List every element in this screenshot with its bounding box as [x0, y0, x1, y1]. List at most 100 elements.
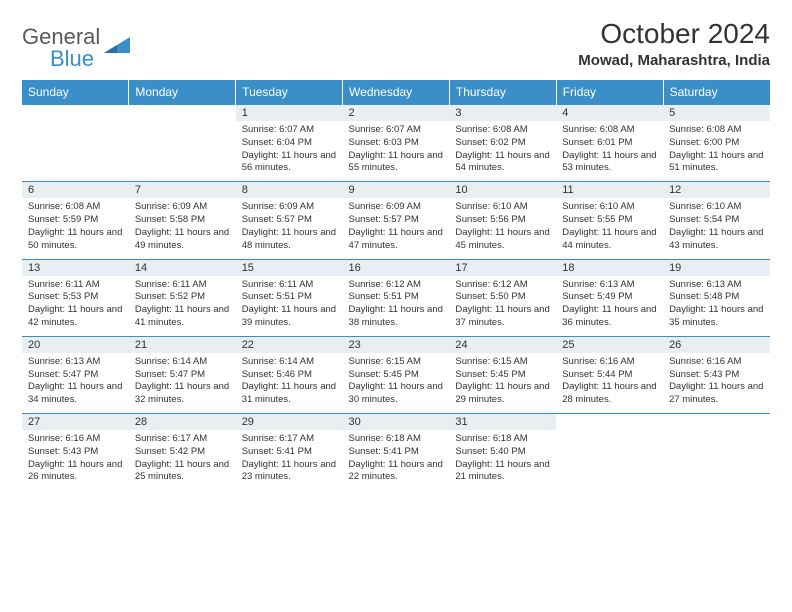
daylight-line: Daylight: 11 hours and 23 minutes. [242, 459, 336, 483]
sunset-line: Sunset: 5:52 PM [135, 291, 205, 302]
day-number: 1 [236, 105, 343, 121]
sunset-line: Sunset: 5:47 PM [135, 369, 205, 380]
weekday-header: Friday [556, 80, 663, 105]
day-number: 7 [129, 182, 236, 198]
calendar-day-cell: 24Sunrise: 6:15 AMSunset: 5:45 PMDayligh… [449, 336, 556, 413]
sunset-line: Sunset: 5:50 PM [455, 291, 525, 302]
day-body: Sunrise: 6:07 AM Sunset: 6:03 PM Daylight:… [343, 121, 450, 181]
day-body: Sunrise: 6:09 AMSunset: 5:57 PMDaylight:… [343, 198, 450, 258]
sunrise-line: Sunrise: 6:16 AM [669, 356, 741, 367]
day-body: Sunrise: 6:13 AMSunset: 5:49 PMDaylight:… [556, 276, 663, 336]
sunset-line: Sunset: 6:04 PM [242, 137, 312, 148]
day-number: 29 [236, 414, 343, 430]
daylight-line: Daylight: 11 hours and 49 minutes. [135, 227, 229, 251]
day-body: Sunrise: 6:08 AMSunset: 6:00 PMDaylight:… [663, 121, 770, 181]
daylight-line: Daylight: 11 hours and 48 minutes. [242, 227, 336, 251]
sunrise-line: Sunrise: 6:09 AM [135, 201, 207, 212]
calendar-day-cell: 27Sunrise: 6:16 AMSunset: 5:43 PMDayligh… [22, 414, 129, 491]
day-body: Sunrise: 6:14 AMSunset: 5:46 PMDaylight:… [236, 353, 343, 413]
daylight-line: Daylight: 11 hours and 41 minutes. [135, 304, 229, 328]
day-number: 25 [556, 337, 663, 353]
sunset-line: Sunset: 5:47 PM [28, 369, 98, 380]
calendar-day-cell: 31Sunrise: 6:18 AMSunset: 5:40 PMDayligh… [449, 414, 556, 491]
day-number: 8 [236, 182, 343, 198]
sunset-line: Sunset: 5:46 PM [242, 369, 312, 380]
sunset-line: Sunset: 5:53 PM [28, 291, 98, 302]
sunset-line: Sunset: 5:41 PM [242, 446, 312, 457]
day-body: Sunrise: 6:17 AMSunset: 5:41 PMDaylight:… [236, 430, 343, 490]
sunrise-line: Sunrise: 6:08 AM [455, 124, 527, 135]
weekday-header: Tuesday [236, 80, 343, 105]
daylight-line: Daylight: 11 hours and 38 minutes. [349, 304, 443, 328]
daylight-line: Daylight: 11 hours and 22 minutes. [349, 459, 443, 483]
sunrise-line: Sunrise: 6:10 AM [669, 201, 741, 212]
calendar-day-cell: 4Sunrise: 6:08 AMSunset: 6:01 PMDaylight… [556, 105, 663, 182]
daylight-line: Daylight: 11 hours and 55 minutes. [349, 150, 443, 174]
calendar-day-cell [22, 105, 129, 182]
sunset-line: Sunset: 5:45 PM [349, 369, 419, 380]
sunrise-line: Sunrise: 6:07 AM [349, 124, 421, 135]
calendar-day-cell: 28Sunrise: 6:17 AMSunset: 5:42 PMDayligh… [129, 414, 236, 491]
sunset-line: Sunset: 6:02 PM [455, 137, 525, 148]
calendar-week-row: 13Sunrise: 6:11 AMSunset: 5:53 PMDayligh… [22, 259, 770, 336]
sunset-line: Sunset: 5:56 PM [455, 214, 525, 225]
daylight-line: Daylight: 11 hours and 27 minutes. [669, 381, 763, 405]
daylight-line: Daylight: 11 hours and 43 minutes. [669, 227, 763, 251]
daylight-line: Daylight: 11 hours and 47 minutes. [349, 227, 443, 251]
calendar-day-cell: 21Sunrise: 6:14 AMSunset: 5:47 PMDayligh… [129, 336, 236, 413]
day-body: Sunrise: 6:11 AMSunset: 5:53 PMDaylight:… [22, 276, 129, 336]
sunset-line: Sunset: 6:03 PM [349, 137, 419, 148]
day-body: Sunrise: 6:15 AM Sunset: 5:45 PMDaylight:… [343, 353, 450, 413]
day-number: 6 [22, 182, 129, 198]
sunset-line: Sunset: 5:58 PM [135, 214, 205, 225]
day-number: 16 [343, 260, 450, 276]
day-body: Sunrise: 6:16 AMSunset: 5:44 PMDaylight:… [556, 353, 663, 413]
daylight-line: Daylight: 11 hours and 35 minutes. [669, 304, 763, 328]
daylight-line: Daylight: 11 hours and 37 minutes. [455, 304, 549, 328]
day-body: Sunrise: 6:10 AMSunset: 5:55 PMDaylight:… [556, 198, 663, 258]
calendar-day-cell: 22Sunrise: 6:14 AMSunset: 5:46 PMDayligh… [236, 336, 343, 413]
daylight-line: Daylight: 11 hours and 30 minutes. [349, 381, 443, 405]
sunset-line: Sunset: 5:55 PM [562, 214, 632, 225]
sunset-line: Sunset: 5:49 PM [562, 291, 632, 302]
sunset-line: Sunset: 6:00 PM [669, 137, 739, 148]
day-body [22, 109, 129, 167]
day-body: Sunrise: 6:11 AMSunset: 5:51 PMDaylight:… [236, 276, 343, 336]
calendar-day-cell: 7 Sunrise: 6:09 AM Sunset: 5:58 PM Daylight… [129, 182, 236, 259]
day-number: 10 [449, 182, 556, 198]
day-body [129, 109, 236, 167]
sunrise-line: Sunrise: 6:12 AM [455, 279, 527, 290]
daylight-line: Daylight: 11 hours and 26 minutes. [28, 459, 122, 483]
sunset-line: Sunset: 5:41 PM [349, 446, 419, 457]
calendar-day-cell: 9Sunrise: 6:09 AMSunset: 5:57 PMDaylight… [343, 182, 450, 259]
calendar-body: 1 Sunrise: 6:07 AM Sunset: 6:04 PM Daylight… [22, 105, 770, 491]
day-number: 28 [129, 414, 236, 430]
calendar-day-cell: 23Sunrise: 6:15 AMSunset: 5:45 PMDayligh… [343, 336, 450, 413]
calendar-day-cell: 30Sunrise: 6:18 AMSunset: 5:41 PMDayligh… [343, 414, 450, 491]
day-body: Sunrise: 6:12 AMSunset: 5:50 PM Daylight:… [449, 276, 556, 336]
day-number: 5 [663, 105, 770, 121]
daylight-line: Daylight: 11 hours and 36 minutes. [562, 304, 656, 328]
logo-triangle-icon [104, 37, 130, 57]
day-number: 21 [129, 337, 236, 353]
header: General Blue October 2024 Mowad, Maharas… [22, 18, 770, 72]
day-body: Sunrise: 6:10 AMSunset: 5:56 PMDaylight:… [449, 198, 556, 258]
day-number: 17 [449, 260, 556, 276]
calendar-day-cell: 17 Sunrise: 6:12 AMSunset: 5:50 PM Dayligh… [449, 259, 556, 336]
sunrise-line: Sunrise: 6:15 AM [349, 356, 421, 367]
day-number: 24 [449, 337, 556, 353]
sunrise-line: Sunrise: 6:08 AM [28, 201, 100, 212]
daylight-line: Daylight: 11 hours and 44 minutes. [562, 227, 656, 251]
sunset-line: Sunset: 6:01 PM [562, 137, 632, 148]
day-body: Sunrise: 6:08 AMSunset: 6:01 PMDaylight:… [556, 121, 663, 181]
calendar-day-cell [663, 414, 770, 491]
sunrise-line: Sunrise: 6:16 AM [562, 356, 634, 367]
month-title: October 2024 [578, 18, 770, 50]
calendar-day-cell: 13Sunrise: 6:11 AMSunset: 5:53 PMDayligh… [22, 259, 129, 336]
sunset-line: Sunset: 5:57 PM [242, 214, 312, 225]
calendar-day-cell [129, 105, 236, 182]
daylight-line: Daylight: 11 hours and 50 minutes. [28, 227, 122, 251]
title-block: October 2024 Mowad, Maharashtra, India [578, 18, 770, 69]
sunset-line: Sunset: 5:45 PM [455, 369, 525, 380]
calendar-day-cell: 16Sunrise: 6:12 AMSunset: 5:51 PMDayligh… [343, 259, 450, 336]
